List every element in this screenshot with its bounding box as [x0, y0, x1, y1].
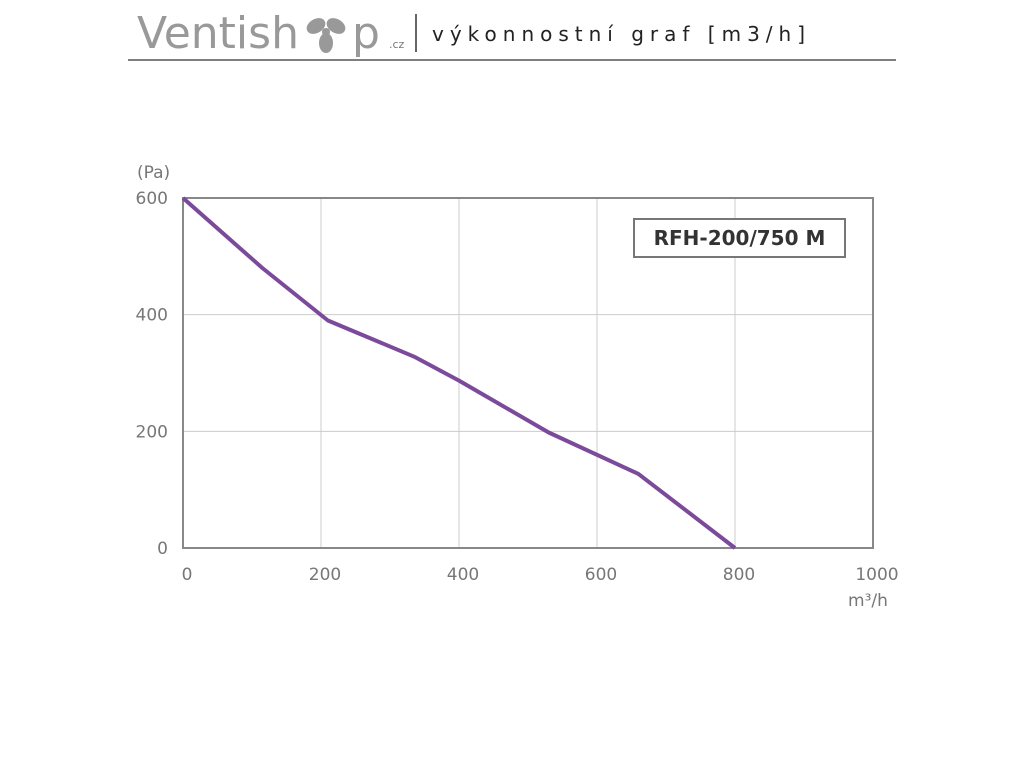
- y-tick-label: 400: [136, 306, 168, 326]
- x-tick-label: 200: [309, 565, 341, 585]
- x-axis-label: m³/h: [848, 591, 888, 611]
- x-tick-label: 800: [723, 565, 755, 585]
- plot-frame: [182, 197, 874, 549]
- annotation-box: [633, 218, 846, 258]
- logo-fan: [306, 18, 346, 53]
- y-tick-label: 600: [136, 189, 168, 209]
- logo-domain: .cz: [389, 38, 405, 51]
- chart: 0 200 400 600 0 200 400 600 800 1000 (Pa) m³/h RFH-2…: [136, 163, 899, 611]
- x-tick-label: 600: [585, 565, 617, 585]
- annotation: RFH-200/750 M: [654, 226, 826, 250]
- y-tick-label: 0: [157, 539, 168, 559]
- header-subtitle: výkonnostní graf [m3/h]: [432, 22, 811, 46]
- y-axis-label: (Pa): [137, 163, 170, 183]
- data-line: [181, 196, 737, 550]
- logo-text: Ventish: [137, 8, 299, 59]
- logo-text-end: p: [352, 8, 380, 59]
- x-tick-label: 1000: [855, 565, 898, 585]
- y-tick-label: 200: [136, 422, 168, 442]
- x-tick-label: 0: [182, 565, 193, 585]
- x-tick-label: 400: [447, 565, 479, 585]
